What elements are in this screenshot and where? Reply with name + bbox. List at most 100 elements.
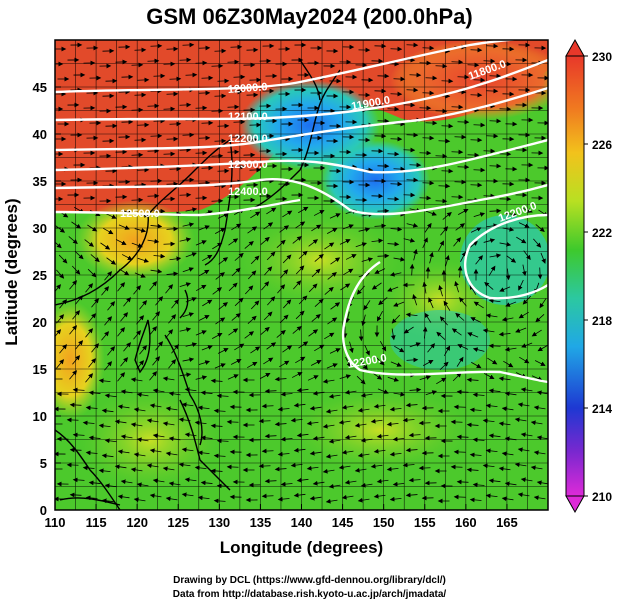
wind-arrow: [123, 297, 132, 307]
wind-arrow: [498, 376, 511, 382]
wind-arrow: [71, 265, 81, 275]
x-tick-label: 125: [167, 515, 189, 530]
wind-arrow: [454, 280, 459, 293]
wind-arrow: [356, 375, 366, 385]
wind-arrow: [136, 392, 149, 398]
contour-label: 12300.0: [228, 159, 268, 171]
wind-arrow: [165, 284, 174, 294]
wind-arrow: [178, 462, 191, 468]
wind-arrow: [72, 310, 81, 320]
wind-arrow: [197, 495, 210, 501]
wind-arrow: [358, 329, 364, 342]
wind-arrow: [179, 192, 192, 198]
wind-arrow: [261, 448, 274, 454]
wind-arrow: [91, 343, 100, 353]
wind-arrow: [322, 468, 335, 474]
wind-arrow: [210, 468, 223, 474]
x-tick-label: 155: [414, 515, 436, 530]
wind-arrow: [324, 242, 335, 250]
wind-arrow: [403, 147, 416, 153]
wind-arrow: [309, 450, 322, 456]
wind-arrow: [247, 361, 258, 369]
wind-arrow: [457, 74, 470, 80]
wind-arrow: [169, 76, 182, 82]
wind-arrow: [201, 345, 213, 351]
wind-arrow: [90, 254, 100, 263]
wind-arrow: [485, 493, 498, 499]
wind-arrow: [406, 177, 419, 183]
wind-arrow: [327, 272, 337, 280]
wind-arrow: [533, 405, 546, 411]
wind-arrow: [149, 326, 158, 336]
wind-arrow: [196, 284, 207, 292]
wind-arrow: [406, 132, 419, 138]
wind-arrow: [406, 357, 419, 363]
wind-arrow: [85, 373, 94, 383]
wind-arrow: [311, 268, 321, 278]
wind-arrow: [518, 311, 529, 319]
wind-arrow: [325, 453, 338, 459]
wind-arrow: [521, 207, 533, 213]
wind-arrow: [234, 343, 245, 351]
wind-arrow: [146, 418, 159, 424]
wind-arrow: [422, 180, 435, 186]
wind-arrow: [349, 341, 354, 354]
wind-arrow: [473, 301, 484, 309]
wind-arrow: [466, 467, 479, 473]
wind-arrow: [166, 181, 179, 187]
wind-arrow: [202, 299, 213, 307]
wind-arrow: [182, 132, 195, 138]
wind-arrow: [277, 406, 290, 412]
wind-arrow: [466, 422, 479, 428]
wind-arrow: [292, 236, 302, 244]
wind-arrow: [179, 57, 192, 63]
wind-arrow: [391, 314, 401, 324]
wind-arrow: [520, 432, 533, 438]
wind-arrow: [133, 407, 146, 413]
wind-arrow: [59, 344, 68, 354]
wind-arrow: [121, 254, 133, 260]
wind-arrow: [178, 417, 191, 423]
wind-arrow: [136, 315, 145, 325]
wind-arrow: [146, 463, 159, 469]
y-tick-label: 10: [33, 409, 47, 424]
y-tick-label: 40: [33, 127, 47, 142]
wind-arrow: [152, 388, 165, 394]
wind-arrow: [198, 45, 211, 51]
wind-arrow: [149, 403, 162, 409]
wind-arrow: [244, 331, 254, 339]
y-tick-label: 20: [33, 315, 47, 330]
wind-arrow: [390, 328, 396, 341]
wind-arrow: [266, 207, 277, 215]
wind-arrow: [179, 102, 192, 108]
wind-arrow: [263, 311, 273, 321]
wind-arrow: [210, 378, 223, 384]
wind-arrow: [264, 266, 273, 276]
contour-label: 12500.0: [120, 208, 160, 220]
wind-arrow: [533, 238, 542, 248]
wind-arrow: [179, 327, 192, 332]
wind-arrow: [195, 330, 207, 336]
wind-arrow: [133, 497, 146, 503]
wind-arrow: [456, 434, 469, 440]
credit-drawing: Drawing by DCL (https://www.gfd-dennou.o…: [173, 575, 446, 586]
wind-arrow: [498, 421, 511, 427]
wind-arrow: [536, 480, 548, 486]
wind-arrow: [264, 433, 277, 439]
wind-arrow: [364, 344, 370, 356]
wind-arrow: [150, 223, 163, 229]
wind-arrow: [438, 240, 444, 252]
wind-arrow: [330, 302, 341, 310]
wind-arrow: [403, 326, 414, 334]
wind-arrow: [309, 405, 322, 411]
wind-arrow: [516, 236, 527, 244]
wind-arrow: [231, 312, 241, 321]
wind-arrow: [374, 268, 386, 274]
wind-arrow: [451, 104, 464, 110]
wind-arrow: [280, 391, 293, 397]
wind-arrow: [405, 312, 418, 318]
wind-arrow: [104, 393, 117, 399]
wind-arrow: [182, 222, 195, 228]
wind-arrow: [409, 263, 415, 276]
wind-arrow: [459, 297, 467, 307]
